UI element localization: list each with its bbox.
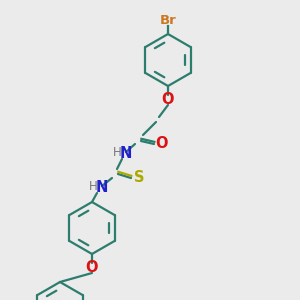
Text: N: N [96, 181, 108, 196]
Text: S: S [134, 170, 144, 185]
Text: O: O [86, 260, 98, 275]
Text: O: O [156, 136, 168, 152]
Text: Br: Br [160, 14, 176, 26]
Text: O: O [162, 92, 174, 107]
Text: N: N [120, 146, 132, 161]
Text: H: H [112, 146, 122, 160]
Text: H: H [88, 181, 98, 194]
